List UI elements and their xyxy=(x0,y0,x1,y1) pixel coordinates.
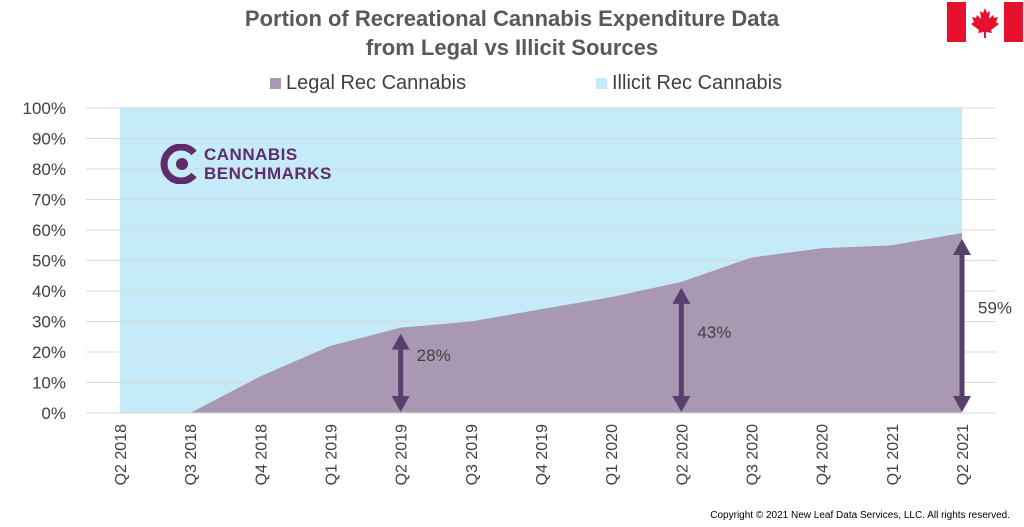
annotation-arrow-head-up xyxy=(953,239,971,256)
x-tick-label: Q3 2019 xyxy=(464,424,481,485)
x-tick-label: Q2 2018 xyxy=(113,424,130,485)
chart-title-line-1: Portion of Recreational Cannabis Expendi… xyxy=(244,6,780,31)
logo-line-2: BENCHMARKS xyxy=(204,164,332,183)
logo-line-1: CANNABIS xyxy=(204,145,298,164)
x-tick-label: Q1 2019 xyxy=(324,424,341,485)
legend-item-illicit: Illicit Rec Cannabis xyxy=(596,72,782,95)
y-tick-label: 20% xyxy=(32,343,66,362)
y-tick-label: 10% xyxy=(32,374,66,393)
x-tick-label: Q4 2020 xyxy=(815,424,832,485)
annotation-arrow-head-up xyxy=(391,333,410,350)
y-tick-label: 60% xyxy=(32,221,66,240)
annotation-arrow-head-up xyxy=(672,287,691,304)
copyright-notice: Copyright © 2021 New Leaf Data Services,… xyxy=(710,510,1010,521)
legend-swatch-legal xyxy=(270,78,281,89)
x-tick-label: Q2 2020 xyxy=(674,424,691,485)
x-tick-label: Q2 2019 xyxy=(394,424,411,485)
legend-item-legal: Legal Rec Cannabis xyxy=(270,72,466,95)
annotation-arrow-head-down xyxy=(391,396,410,412)
cannabis-benchmarks-logo: CANNABIS BENCHMARKS xyxy=(160,144,332,184)
y-tick-label: 70% xyxy=(32,191,66,210)
y-tick-label: 100% xyxy=(23,99,66,118)
y-tick-label: 80% xyxy=(32,160,66,179)
legend-label-illicit: Illicit Rec Cannabis xyxy=(612,72,783,94)
y-tick-label: 90% xyxy=(32,130,66,149)
y-tick-label: 40% xyxy=(32,282,66,301)
legend-label-legal: Legal Rec Cannabis xyxy=(286,72,467,94)
chart-title-line-2: from Legal vs Illicit Sources xyxy=(365,35,659,60)
y-tick-label: 0% xyxy=(41,404,66,423)
series-area-legal xyxy=(120,233,962,413)
annotation-label: 43% xyxy=(697,323,731,342)
x-tick-label: Q1 2020 xyxy=(604,424,621,485)
x-tick-label: Q4 2018 xyxy=(253,424,270,485)
x-tick-label: Q1 2021 xyxy=(885,424,902,485)
x-tick-label: Q3 2020 xyxy=(745,424,762,485)
annotation-label: 28% xyxy=(417,346,451,365)
annotation-arrow-head-down xyxy=(672,396,691,412)
y-tick-label: 50% xyxy=(32,252,66,271)
x-tick-label: Q4 2019 xyxy=(534,424,551,485)
annotation-label: 59% xyxy=(978,299,1012,318)
x-tick-label: Q2 2021 xyxy=(955,424,972,485)
canada-flag-icon xyxy=(947,2,1023,42)
annotation-arrow-head-down xyxy=(953,396,971,412)
logo-mark-icon xyxy=(160,144,197,184)
y-tick-label: 30% xyxy=(32,313,66,332)
legend-swatch-illicit xyxy=(596,78,607,89)
x-tick-label: Q3 2018 xyxy=(183,424,200,485)
